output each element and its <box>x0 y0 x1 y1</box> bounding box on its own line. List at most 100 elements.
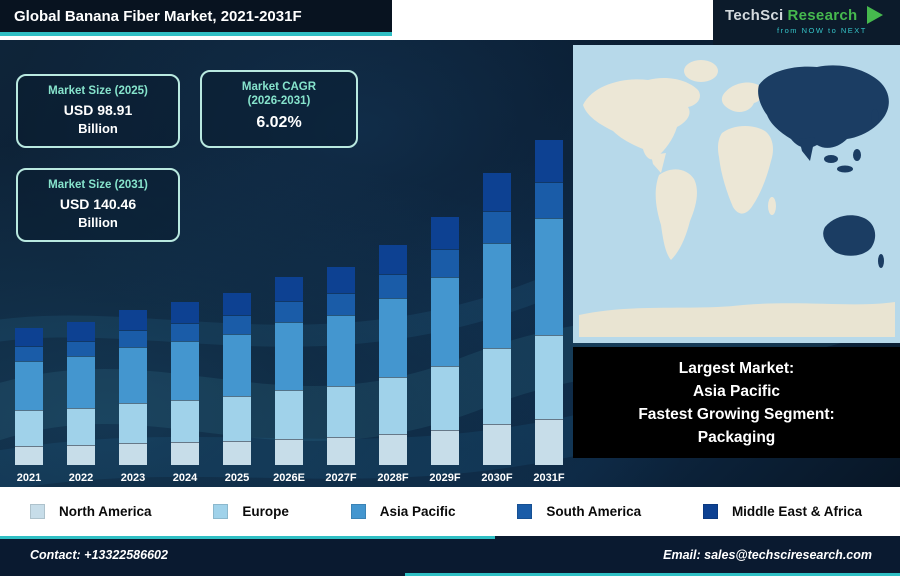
segment-south-america <box>431 249 459 277</box>
logo-text-primary: TechSci <box>725 6 784 24</box>
footer-bar: Contact: +13322586602 Email: sales@techs… <box>0 536 900 576</box>
legend-label: South America <box>546 504 642 519</box>
legend-label: Europe <box>242 504 289 519</box>
bar-2030F <box>483 173 511 465</box>
continent-europe <box>721 82 763 112</box>
legend-swatch <box>213 504 229 519</box>
segment-europe <box>483 348 511 425</box>
x-axis-label: 2026E <box>273 472 305 484</box>
bar-column-2025: 2025 <box>220 128 254 484</box>
logo-arrow-icon <box>867 6 884 24</box>
segment-europe <box>379 376 407 435</box>
legend-label: North America <box>59 504 152 519</box>
continent-south-america <box>655 169 697 260</box>
segment-north-america <box>171 442 199 465</box>
legend-item-europe: Europe <box>213 504 289 519</box>
bar-column-2024: 2024 <box>168 128 202 484</box>
segment-asia-pacific <box>379 297 407 377</box>
x-axis-label: 2025 <box>224 472 250 484</box>
india <box>799 137 815 161</box>
segment-asia-pacific <box>67 356 95 408</box>
bar-2029F <box>431 217 459 465</box>
legend-item-south-america: South America <box>517 504 641 519</box>
segment-south-america <box>275 301 303 322</box>
bar-chart: 2021 2022 2023 2024 2025 2026E 2027F 2028F 2029F… <box>12 128 566 484</box>
segment-south-america <box>223 315 251 335</box>
segment-europe <box>67 407 95 445</box>
segment-south-america <box>67 340 95 357</box>
bar-column-2023: 2023 <box>116 128 150 484</box>
bar-2026E <box>275 277 303 465</box>
bar-2027F <box>327 267 355 465</box>
segment-europe <box>15 410 43 446</box>
stat-label: Market Size (2031) <box>48 179 148 191</box>
logo-text-secondary: Research <box>787 6 858 24</box>
segment-middle-east-africa <box>431 217 459 250</box>
legend-item-north-america: North America <box>30 504 152 519</box>
segment-north-america <box>327 437 355 465</box>
x-axis-label: 2024 <box>172 472 198 484</box>
segment-asia-pacific <box>275 321 303 390</box>
segment-middle-east-africa <box>223 293 251 316</box>
segment-europe <box>275 389 303 439</box>
chart-legend: North America Europe Asia Pacific South Ame… <box>0 487 900 536</box>
segment-south-america <box>171 323 199 342</box>
stat-unit: Billion <box>78 121 118 136</box>
segment-asia-pacific <box>223 334 251 397</box>
segment-north-america <box>379 434 407 465</box>
segment-south-america <box>327 292 355 315</box>
bar-2028F <box>379 245 407 465</box>
bar-2022 <box>67 322 95 465</box>
indonesia <box>837 165 853 173</box>
bar-2031F <box>535 140 563 465</box>
segment-asia-pacific <box>327 314 355 386</box>
segment-europe <box>223 396 251 441</box>
segment-middle-east-africa <box>119 310 147 331</box>
x-axis-label: 2030F <box>481 472 513 484</box>
bar-column-2031F: 2031F <box>532 128 566 484</box>
segment-middle-east-africa <box>535 140 563 183</box>
stat-label: Market CAGR <box>241 81 317 93</box>
legend-label: Asia Pacific <box>379 504 456 519</box>
market-size-2031-box: Market Size (2031) USD 140.46 Billion <box>16 168 180 242</box>
segment-middle-east-africa <box>15 328 43 346</box>
segment-north-america <box>223 440 251 465</box>
segment-north-america <box>535 419 563 465</box>
x-axis-label: 2027F <box>325 472 357 484</box>
new-zealand <box>878 254 884 268</box>
x-axis-label: 2023 <box>120 472 146 484</box>
segment-north-america <box>483 424 511 465</box>
largest-market-label: Largest Market: <box>678 359 795 377</box>
legend-item-asia-pacific: Asia Pacific <box>350 504 456 519</box>
segment-middle-east-africa <box>327 267 355 293</box>
x-axis-label: 2021 <box>16 472 42 484</box>
largest-market-value: Asia Pacific <box>692 382 781 400</box>
legend-item-middle-east-africa: Middle East & Africa <box>702 504 862 519</box>
x-axis-label: 2022 <box>68 472 94 484</box>
segment-south-america <box>535 182 563 219</box>
segment-middle-east-africa <box>67 322 95 341</box>
antarctica <box>579 302 895 337</box>
segment-asia-pacific <box>483 243 511 349</box>
segment-south-america <box>15 345 43 361</box>
segment-north-america <box>275 438 303 465</box>
stat-value: USD 140.46 <box>59 196 137 212</box>
segment-middle-east-africa <box>483 173 511 211</box>
market-cagr-box: Market CAGR (2026-2031) 6.02% <box>200 70 358 148</box>
segment-middle-east-africa <box>379 245 407 274</box>
segment-asia-pacific <box>535 218 563 336</box>
bar-2024 <box>171 302 199 465</box>
footer-accent-line-top <box>0 536 495 539</box>
footer-accent-line-bottom <box>405 573 900 576</box>
segment-north-america <box>67 444 95 465</box>
world-map <box>573 45 900 343</box>
segment-north-america <box>15 445 43 465</box>
x-axis-label: 2028F <box>377 472 409 484</box>
page-title: Global Banana Fiber Market, 2021-2031F <box>0 0 392 36</box>
logo-tagline: from NOW to NEXT <box>777 26 867 35</box>
southeast-asia-islands <box>824 155 838 163</box>
legend-label: Middle East & Africa <box>731 504 862 519</box>
page-title-text: Global Banana Fiber Market, 2021-2031F <box>14 8 302 25</box>
segment-north-america <box>119 443 147 465</box>
